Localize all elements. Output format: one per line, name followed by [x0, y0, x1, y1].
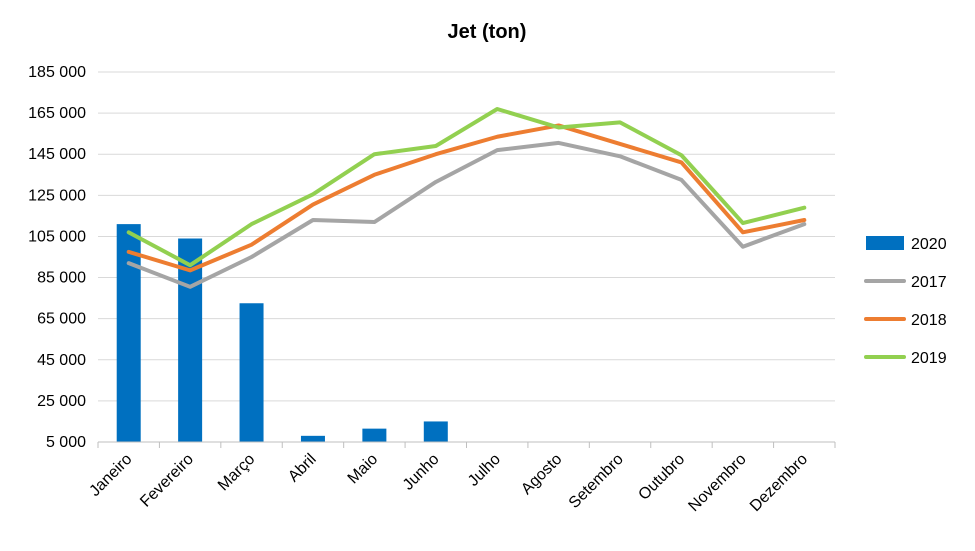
y-tick-label: 65 000: [37, 311, 86, 328]
x-tick-label: Maio: [345, 451, 382, 488]
x-tick-label: Março: [215, 451, 259, 495]
legend-swatch-2020: [866, 236, 904, 250]
legend: 2020 2017 2018 2019: [864, 236, 947, 367]
y-tick-label: 5 000: [46, 434, 86, 451]
legend-label-2018: 2018: [911, 312, 947, 329]
x-tick-label: Fevereiro: [137, 451, 197, 511]
x-tick-label: Outubro: [635, 451, 688, 504]
y-tick-label: 85 000: [37, 270, 86, 287]
x-axis-ticks: Janeiro Fevereiro Março Abril Maio Junho Julho…: [86, 451, 811, 515]
chart-title: Jet (ton): [448, 21, 527, 43]
bar-2020-fevereiro: [178, 238, 203, 442]
y-tick-label: 125 000: [28, 187, 86, 204]
x-tick-label: Dezembro: [747, 451, 811, 515]
x-tick-label: Abril: [285, 451, 320, 486]
legend-label-2017: 2017: [911, 274, 947, 291]
y-tick-label: 105 000: [28, 228, 86, 245]
bar-2020-maio: [362, 428, 387, 442]
y-tick-label: 25 000: [37, 393, 86, 410]
x-tick-label: Julho: [465, 451, 504, 490]
legend-label-2019: 2019: [911, 350, 947, 367]
x-tick-label: Janeiro: [86, 451, 135, 500]
line-2019: [126, 107, 807, 268]
bar-2020-março: [239, 303, 264, 442]
bar-2020-janeiro: [116, 224, 141, 442]
line-2018: [126, 123, 807, 273]
x-tick-label: Agosto: [518, 451, 565, 498]
y-tick-label: 165 000: [28, 105, 86, 122]
x-axis: [97, 441, 836, 448]
gridlines: [98, 71, 835, 402]
y-tick-label: 45 000: [37, 352, 86, 369]
x-tick-label: Junho: [400, 451, 443, 494]
x-tick-label: Setembro: [566, 451, 627, 512]
x-tick-label: Novembro: [685, 451, 749, 515]
y-axis-ticks: 5 000 25 000 45 000 65 000 85 000 105 000 125 …: [28, 64, 86, 451]
legend-label-2020: 2020: [911, 236, 947, 253]
y-tick-label: 145 000: [28, 146, 86, 163]
y-tick-label: 185 000: [28, 64, 86, 81]
line-series: [126, 107, 807, 289]
bar-2020-junho: [423, 421, 448, 442]
bar-2020-abril: [300, 435, 325, 442]
bar-series: [116, 224, 448, 442]
line-2017: [126, 140, 807, 289]
